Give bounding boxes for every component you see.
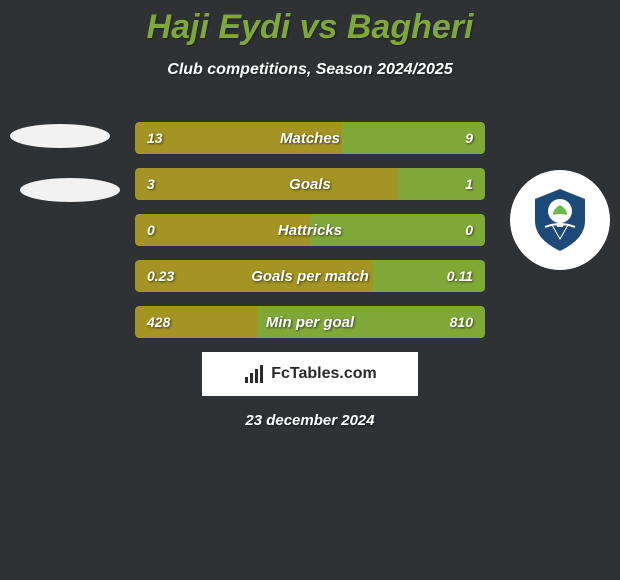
stat-row: 428810Min per goal — [135, 306, 485, 338]
comparison-card: Haji Eydi vs Bagheri Club competitions, … — [0, 0, 620, 580]
club-badge-inner — [525, 185, 595, 255]
stat-label: Min per goal — [135, 306, 485, 338]
brand-chart-icon — [243, 363, 265, 385]
brand-text: FcTables.com — [271, 365, 377, 383]
stat-row: 31Goals — [135, 168, 485, 200]
stat-row: 139Matches — [135, 122, 485, 154]
page-title: Haji Eydi vs Bagheri — [0, 0, 620, 47]
left-player-avatar — [10, 110, 110, 210]
stat-row: 0.230.11Goals per match — [135, 260, 485, 292]
subtitle: Club competitions, Season 2024/2025 — [0, 61, 620, 79]
date-text: 23 december 2024 — [0, 412, 620, 429]
stat-label: Goals per match — [135, 260, 485, 292]
stats-panel: 139Matches 31Goals 00Hattricks 0.230.11Goal… — [135, 122, 485, 352]
brand-box: FcTables.com — [202, 352, 418, 396]
avatar-placeholder-shape — [10, 124, 110, 148]
right-player-badge — [510, 170, 610, 270]
stat-label: Matches — [135, 122, 485, 154]
stat-label: Hattricks — [135, 214, 485, 246]
stat-row: 00Hattricks — [135, 214, 485, 246]
avatar-placeholder-shape — [20, 178, 120, 202]
club-badge — [510, 170, 610, 270]
stat-label: Goals — [135, 168, 485, 200]
